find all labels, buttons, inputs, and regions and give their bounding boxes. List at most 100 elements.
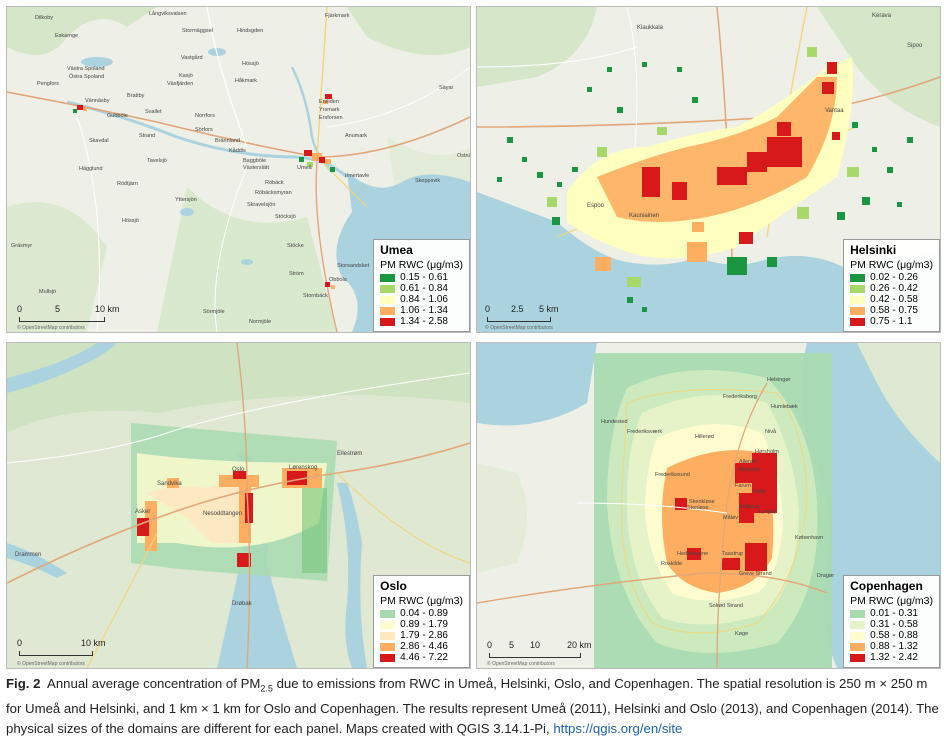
qgis-link[interactable]: https://qgis.org/en/site <box>553 720 683 736</box>
legend-swatch <box>850 273 866 282</box>
svg-text:Hørsholm: Hørsholm <box>755 449 779 455</box>
legend-label: 0.89 - 1.79 <box>400 619 448 630</box>
legend-label: 0.42 - 0.58 <box>870 294 918 305</box>
svg-text:Humlebæk: Humlebæk <box>771 404 798 410</box>
map-credit: © OpenStreetMap contributors <box>17 325 85 331</box>
scale-label: 5 <box>509 640 515 650</box>
legend-region-name: Umea <box>380 243 413 257</box>
legend-region-name: Copenhagen <box>850 579 923 593</box>
map-panel-umea: Dilkoby Långviksvalsen Fjärkmark Stormäggs… <box>6 6 471 333</box>
legend-label: 0.88 - 1.32 <box>870 641 918 652</box>
legend-item: 0.58 - 0.75 <box>850 305 933 316</box>
umea-scale-bar: 0 5 10 km <box>17 304 120 324</box>
svg-text:Stöcksjö: Stöcksjö <box>275 214 296 220</box>
legend-rows: 0.04 - 0.89 0.89 - 1.79 1.79 - 2.86 2.86 - … <box>380 608 463 663</box>
legend-swatch <box>850 620 866 629</box>
svg-text:Ellestrøm: Ellestrøm <box>337 451 362 457</box>
scale-label: 10 km <box>95 304 120 314</box>
svg-text:Kasjö: Kasjö <box>179 73 193 79</box>
legend-item: 1.34 - 2.58 <box>380 316 463 327</box>
legend-swatch <box>850 295 866 304</box>
legend-item: 1.06 - 1.34 <box>380 305 463 316</box>
svg-text:København: København <box>795 535 823 541</box>
svg-text:Frederiksværk: Frederiksværk <box>627 429 662 435</box>
legend-label: 0.02 - 0.26 <box>870 272 918 283</box>
svg-text:Östra Spoland: Östra Spoland <box>69 73 104 80</box>
umea-concentration-cells <box>73 94 335 289</box>
legend-label: 1.06 - 1.34 <box>400 305 448 316</box>
caption-subscript: 2.5 <box>260 683 273 694</box>
legend-item: 1.32 - 2.42 <box>850 652 933 663</box>
legend-swatch <box>380 631 396 640</box>
svg-text:Dragør: Dragør <box>817 573 834 579</box>
oslo-scale-bar: 0 10 km <box>17 638 106 658</box>
legend-label: 0.26 - 0.42 <box>870 283 918 294</box>
legend-item: 0.88 - 1.32 <box>850 641 933 652</box>
svg-text:Gubböle: Gubböle <box>107 113 128 119</box>
svg-text:Drammen: Drammen <box>15 552 41 558</box>
svg-text:Storsandsket: Storsandsket <box>337 263 370 269</box>
svg-text:Vastgård: Vastgård <box>181 54 203 61</box>
map-panel-helsinki: Klaukkala Kerava Sipoo Vantaa Espoo Kauniain… <box>476 6 941 333</box>
helsinki-legend: Helsinki PM RWC (μg/m3) 0.02 - 0.26 0.26 … <box>843 239 940 332</box>
svg-text:Kåddis: Kåddis <box>229 147 246 154</box>
svg-text:Brattby: Brattby <box>127 93 145 99</box>
figure-caption: Fig. 2 Annual average concentration of P… <box>6 674 940 739</box>
svg-text:Vännäsby: Vännäsby <box>85 98 110 104</box>
legend-label: 1.32 - 2.42 <box>870 652 918 663</box>
svg-text:Drøbak: Drøbak <box>232 601 253 607</box>
umea-basemap: Dilkoby Långviksvalsen Fjärkmark Stormäggs… <box>7 7 470 332</box>
svg-text:Skeppsvik: Skeppsvik <box>415 178 440 184</box>
svg-text:Västra Spoland: Västra Spoland <box>67 66 105 72</box>
legend-item: 0.84 - 1.06 <box>380 294 463 305</box>
svg-text:Klaukkala: Klaukkala <box>637 25 664 31</box>
legend-item: 0.58 - 0.88 <box>850 630 933 641</box>
svg-text:Tavelsjö: Tavelsjö <box>147 158 167 164</box>
svg-text:Stornbäck: Stornbäck <box>303 293 328 299</box>
svg-text:Hägglund: Hägglund <box>79 166 103 172</box>
svg-text:Taastrup: Taastrup <box>722 551 743 557</box>
legend-rows: 0.15 - 0.61 0.61 - 0.84 0.84 - 1.06 1.06 - … <box>380 272 463 327</box>
svg-text:Sörmjöle: Sörmjöle <box>203 309 225 315</box>
caption-text: due to emissions from RWC in Umeå, Helsi… <box>6 676 939 736</box>
svg-text:Säyar: Säyar <box>439 85 454 91</box>
svg-text:Solrød Strand: Solrød Strand <box>709 603 743 609</box>
svg-text:Lørenskog: Lørenskog <box>289 465 317 471</box>
svg-text:Ersliden: Ersliden <box>319 99 339 105</box>
legend-swatch <box>850 642 866 651</box>
svg-text:Birkerød: Birkerød <box>739 467 760 473</box>
svg-text:Röbäck: Röbäck <box>265 180 284 186</box>
svg-text:Dilkoby: Dilkoby <box>35 15 53 21</box>
legend-rows: 0.01 - 0.31 0.31 - 0.58 0.58 - 0.88 0.88 - … <box>850 608 933 663</box>
svg-text:Stöcke: Stöcke <box>287 243 304 249</box>
svg-text:Gräsmyr: Gräsmyr <box>11 243 32 249</box>
svg-text:Holte: Holte <box>753 489 766 495</box>
svg-text:Espoo: Espoo <box>587 203 605 209</box>
legend-item: 2.86 - 4.46 <box>380 641 463 652</box>
svg-text:Ballerup: Ballerup <box>739 504 759 510</box>
svg-text:Ostnäs: Ostnäs <box>457 153 470 159</box>
svg-text:Hundested: Hundested <box>601 419 628 425</box>
umea-legend: Umea PM RWC (μg/m3) 0.15 - 0.61 0.61 - 0.… <box>373 239 470 332</box>
scale-label: 2.5 <box>511 304 524 314</box>
helsinki-concentration-cells <box>497 47 913 312</box>
legend-item: 4.46 - 7.22 <box>380 652 463 663</box>
legend-swatch <box>380 273 396 282</box>
svg-text:Innertavle: Innertavle <box>345 173 369 179</box>
svg-text:Roskilde: Roskilde <box>661 561 682 567</box>
svg-text:Frederikssund: Frederikssund <box>655 472 690 478</box>
legend-swatch <box>380 609 396 618</box>
svg-text:Hillerød: Hillerød <box>695 434 714 440</box>
svg-text:Brännland: Brännland <box>215 138 240 144</box>
svg-text:Asker: Asker <box>135 509 150 515</box>
svg-text:Helsingør: Helsingør <box>767 377 791 383</box>
map-credit: © OpenStreetMap contributors <box>487 661 555 667</box>
legend-swatch <box>380 306 396 315</box>
svg-text:Strand: Strand <box>139 133 155 139</box>
svg-text:Sipoo: Sipoo <box>907 43 923 49</box>
legend-label: 0.31 - 0.58 <box>870 619 918 630</box>
scale-label: 5 km <box>539 304 559 314</box>
svg-text:Skavdal: Skavdal <box>89 138 109 144</box>
legend-region-name: Helsinki <box>850 243 897 257</box>
legend-title: PM RWC (μg/m3) <box>380 259 463 271</box>
